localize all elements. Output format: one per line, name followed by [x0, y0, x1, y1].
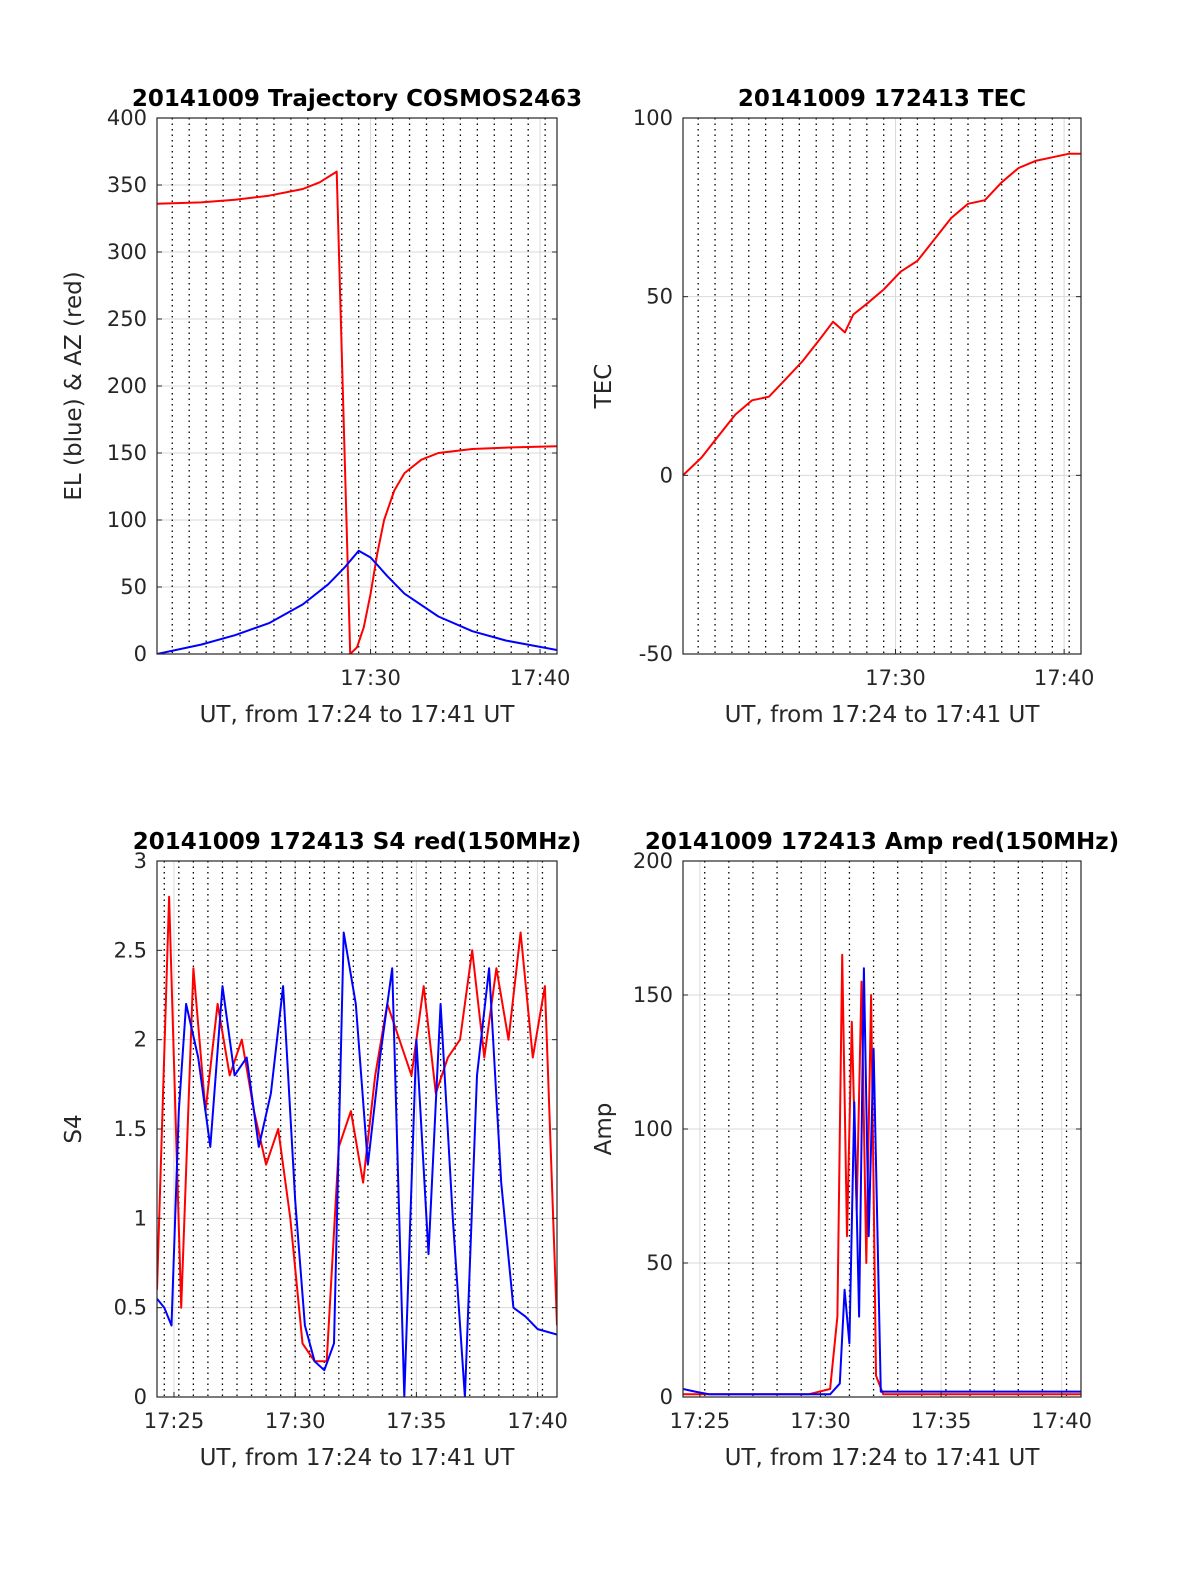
tec-ytick-label-1: 0: [660, 463, 673, 487]
amp-xtick-label-2: 17:35: [911, 1409, 972, 1433]
trajectory-ytick-label-4: 200: [107, 374, 147, 398]
amp-ytick-label-3: 150: [633, 983, 673, 1007]
tec-series-red: [683, 152, 1081, 477]
trajectory-title: 20141009 Trajectory COSMOS2463: [132, 86, 582, 112]
amp-title: 20141009 172413 Amp red(150MHz): [645, 829, 1119, 855]
s4-chart: 0 0.5 1 1.5 2 2.5 3 17:25 17:30 17:35 17:40 2014100…: [61, 829, 581, 1471]
s4-title: 20141009 172413 S4 red(150MHz): [133, 829, 582, 855]
amp-xtick-label-3: 17:40: [1031, 1409, 1092, 1433]
s4-ytick-label-3: 1.5: [114, 1117, 147, 1141]
trajectory-series-blue: [157, 549, 557, 654]
amp-series-blue: [683, 967, 1081, 1396]
amp-ytick-label-1: 50: [646, 1251, 673, 1275]
amp-chart: 0 50 100 150 200 17:25 17:30 17:35 17:40 20141009…: [591, 829, 1119, 1471]
trajectory-series-red: [157, 170, 557, 654]
tec-ytick-label-3: 100: [633, 106, 673, 130]
tec-xtick-label-0: 17:30: [865, 666, 926, 690]
s4-ylabel: S4: [61, 1114, 87, 1143]
s4-ytick-label-2: 1: [134, 1206, 147, 1230]
amp-ytick-label-2: 100: [633, 1117, 673, 1141]
tec-title: 20141009 172413 TEC: [738, 86, 1026, 112]
trajectory-ylabel: EL (blue) & AZ (red): [61, 271, 87, 500]
tec-axes-box: [682, 117, 1082, 655]
trajectory-xlabel: UT, from 17:24 to 17:41 UT: [200, 702, 516, 728]
trajectory-xtick-label-1: 17:40: [510, 666, 571, 690]
tec-ylabel: TEC: [591, 364, 617, 410]
tec-xlabel: UT, from 17:24 to 17:41 UT: [725, 702, 1041, 728]
s4-xlabel: UT, from 17:24 to 17:41 UT: [200, 1445, 516, 1471]
amp-ytick-label-0: 0: [660, 1385, 673, 1409]
trajectory-ytick-label-0: 0: [134, 642, 147, 666]
trajectory-ytick-label-8: 400: [107, 106, 147, 130]
trajectory-ytick-label-2: 100: [107, 508, 147, 532]
tec-chart: -50 0 50 100 17:30 17:40 20141009 172413 TEC UT…: [591, 86, 1094, 728]
trajectory-ytick-label-1: 50: [120, 575, 147, 599]
amp-xtick-label-0: 17:25: [670, 1409, 731, 1433]
s4-ytick-label-6: 3: [134, 849, 147, 873]
amp-ytick-label-4: 200: [633, 849, 673, 873]
s4-series-red: [157, 895, 557, 1363]
amp-xlabel: UT, from 17:24 to 17:41 UT: [725, 1445, 1041, 1471]
trajectory-ytick-label-6: 300: [107, 240, 147, 264]
s4-xtick-label-3: 17:40: [507, 1409, 568, 1433]
trajectory-ytick-label-7: 350: [107, 173, 147, 197]
trajectory-ytick-label-5: 250: [107, 307, 147, 331]
tec-ytick-label-2: 50: [646, 285, 673, 309]
trajectory-ytick-label-3: 150: [107, 441, 147, 465]
amp-xtick-label-1: 17:30: [790, 1409, 851, 1433]
trajectory-chart: 0 50 100 150 200 250 300 350 400 17:30 17:40 201410…: [61, 86, 582, 728]
s4-ytick-label-4: 2: [134, 1028, 147, 1052]
s4-ytick-label-1: 0.5: [114, 1296, 147, 1320]
s4-xtick-label-2: 17:35: [386, 1409, 447, 1433]
s4-xtick-label-0: 17:25: [144, 1409, 205, 1433]
s4-ytick-label-5: 2.5: [114, 938, 147, 962]
s4-series-blue: [157, 931, 557, 1397]
s4-xtick-label-1: 17:30: [265, 1409, 326, 1433]
tec-plot-area: [683, 118, 1081, 654]
tec-ytick-label-0: -50: [639, 642, 673, 666]
trajectory-xtick-label-0: 17:30: [340, 666, 401, 690]
amp-ylabel: Amp: [591, 1103, 617, 1156]
s4-ytick-label-0: 0: [134, 1385, 147, 1409]
tec-xtick-label-1: 17:40: [1034, 666, 1095, 690]
